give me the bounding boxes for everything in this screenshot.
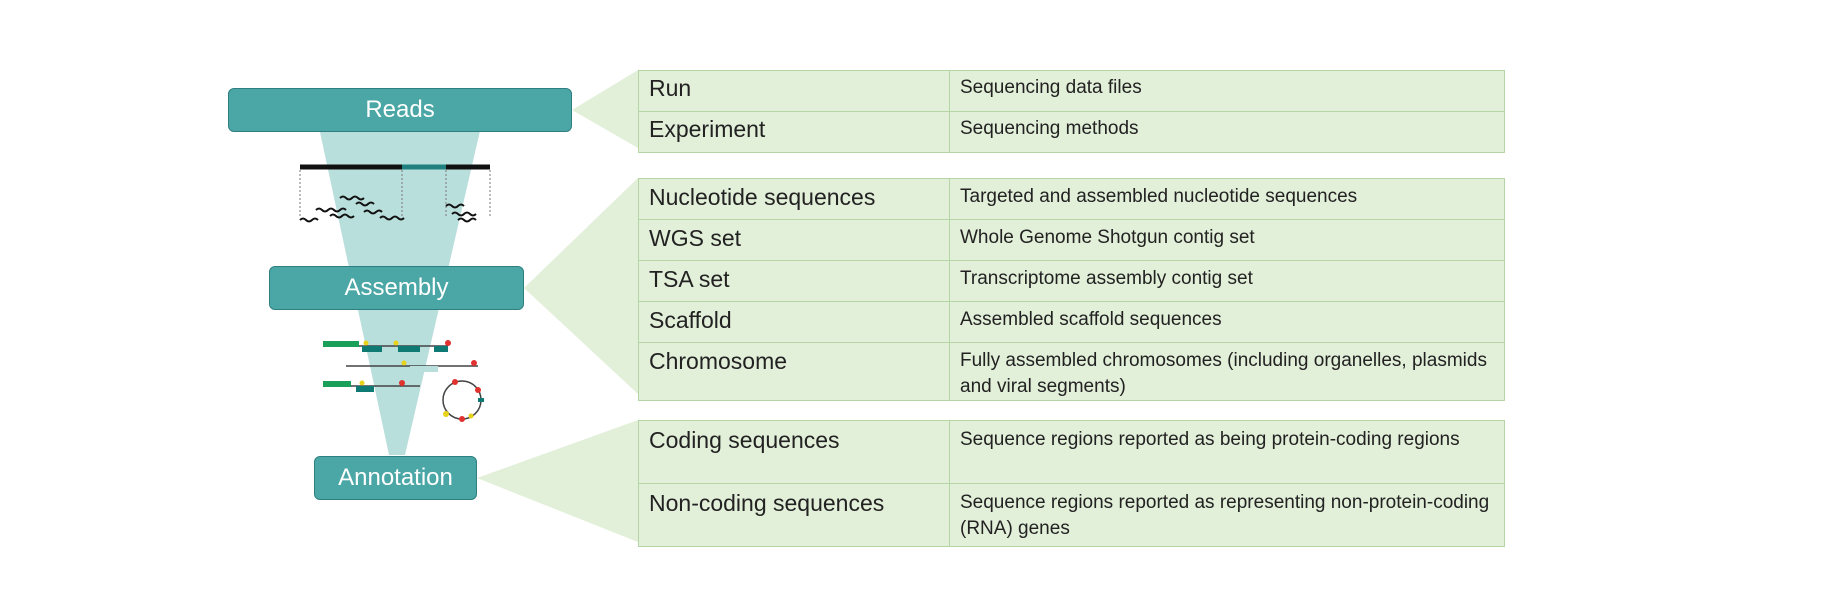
annotation-data-types-table: Coding sequences Sequence regions report…: [638, 420, 1505, 547]
stage-annotation: Annotation: [314, 456, 477, 500]
stage-assembly-label: Assembly: [344, 274, 449, 301]
table-row: WGS set Whole Genome Shotgun contig set: [638, 219, 1505, 261]
data-type-name: Non-coding sequences: [638, 483, 950, 547]
table-row: Nucleotide sequences Targeted and assemb…: [638, 178, 1505, 220]
reads-alignment-illustration: [299, 164, 491, 223]
data-type-name: WGS set: [638, 219, 950, 261]
data-type-description: Sequence regions reported as representin…: [949, 483, 1505, 547]
table-row: Scaffold Assembled scaffold sequences: [638, 301, 1505, 343]
data-type-description: Targeted and assembled nucleotide sequen…: [949, 178, 1505, 220]
data-type-name: Experiment: [638, 111, 950, 153]
stage-reads: Reads: [228, 88, 572, 132]
annotation-features-illustration: [323, 340, 484, 422]
data-type-description: Sequencing methods: [949, 111, 1505, 153]
data-type-name: Scaffold: [638, 301, 950, 343]
data-type-description: Whole Genome Shotgun contig set: [949, 219, 1505, 261]
data-type-name: Coding sequences: [638, 420, 950, 484]
table-row: Run Sequencing data files: [638, 70, 1505, 112]
table-row: TSA set Transcriptome assembly contig se…: [638, 260, 1505, 302]
table-row: Coding sequences Sequence regions report…: [638, 420, 1505, 484]
stage-reads-label: Reads: [365, 96, 435, 123]
data-type-description: Assembled scaffold sequences: [949, 301, 1505, 343]
data-type-name: Nucleotide sequences: [638, 178, 950, 220]
assembly-callout-wedge: [524, 178, 638, 394]
data-type-description: Fully assembled chromosomes (including o…: [949, 342, 1505, 401]
data-type-name: TSA set: [638, 260, 950, 302]
data-type-name: Run: [638, 70, 950, 112]
stage-assembly: Assembly: [269, 266, 524, 310]
data-type-name: Chromosome: [638, 342, 950, 401]
data-type-description: Transcriptome assembly contig set: [949, 260, 1505, 302]
data-type-description: Sequencing data files: [949, 70, 1505, 112]
reads-callout-wedge: [572, 70, 638, 148]
table-row: Experiment Sequencing methods: [638, 111, 1505, 153]
table-row: Chromosome Fully assembled chromosomes (…: [638, 342, 1505, 401]
assembly-data-types-table: Nucleotide sequences Targeted and assemb…: [638, 178, 1505, 401]
reads-data-types-table: Run Sequencing data files Experiment Seq…: [638, 70, 1505, 153]
annotation-callout-wedge: [477, 420, 638, 542]
data-type-description: Sequence regions reported as being prote…: [949, 420, 1505, 484]
table-row: Non-coding sequences Sequence regions re…: [638, 483, 1505, 547]
stage-annotation-label: Annotation: [338, 464, 453, 491]
